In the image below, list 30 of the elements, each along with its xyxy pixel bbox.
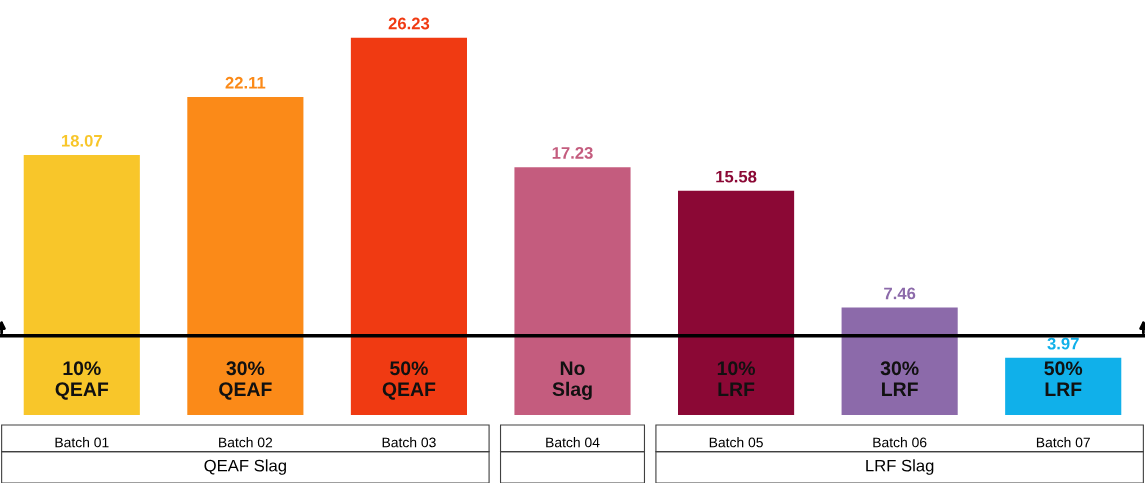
annotation: 30% LRF (880, 361, 919, 396)
x-tick-label: Batch 06 (873, 437, 927, 448)
bar (187, 96, 304, 415)
annotation: 50% QEAF (382, 361, 436, 400)
bar (23, 155, 140, 415)
bar (841, 307, 958, 415)
text: LRF Slag (866, 459, 934, 475)
annotation: 10% QEAF (55, 361, 109, 400)
bar (514, 167, 631, 415)
x-tick-label: Batch 02 (219, 437, 273, 448)
bar (350, 37, 467, 415)
annotation: 50% LRF (1044, 361, 1083, 396)
data-label: 22.11 (225, 76, 266, 89)
text: QEAF Slag (204, 459, 286, 475)
x-tick-label: Batch 05 (709, 437, 763, 448)
bar (678, 190, 795, 415)
data-label: 7.46 (884, 287, 916, 300)
data-label: 26.23 (388, 17, 430, 30)
data-label: 3.97 (1047, 337, 1079, 350)
data-label: 17.23 (552, 147, 593, 159)
data-label: 15.58 (716, 170, 757, 183)
annotation: No Slag (552, 361, 592, 400)
bar (1005, 357, 1122, 415)
x-tick-label: Batch 07 (1036, 437, 1090, 448)
annotation: 10% LRF (717, 361, 756, 396)
x-tick-label: Batch 01 (55, 437, 109, 448)
x-tick-label: Batch 04 (546, 437, 600, 448)
x-tick-label: Batch 03 (382, 437, 436, 448)
data-label: 18.07 (61, 134, 102, 147)
annotation: 30% QEAF (219, 361, 272, 400)
